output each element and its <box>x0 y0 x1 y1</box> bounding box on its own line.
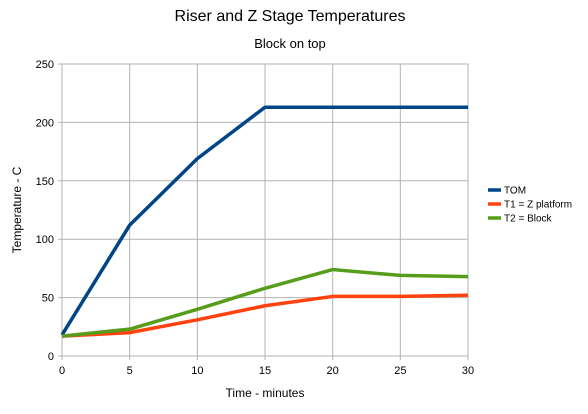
x-tick-label: 30 <box>462 365 474 377</box>
legend-label-2: T2 = Block <box>504 214 553 225</box>
series-group <box>60 105 469 338</box>
x-tick-label: 10 <box>191 365 203 377</box>
series-line-0 <box>60 105 468 336</box>
y-tick-label: 150 <box>36 176 54 188</box>
y-tick-label: 0 <box>48 351 54 363</box>
plot-area <box>61 63 469 357</box>
legend-label-0: TOM <box>504 186 526 197</box>
series-line-1 <box>61 293 469 338</box>
y-axis-label: Temperature - C <box>10 166 24 253</box>
y-axis-ticks: 0 50 100 150 200 250 <box>36 59 54 363</box>
chart-subtitle: Block on top <box>254 36 326 51</box>
x-tick-label: 25 <box>394 365 406 377</box>
legend-label-1: T1 = Z platform <box>504 200 572 211</box>
series-line-2 <box>61 267 469 338</box>
y-tick-label: 50 <box>42 293 54 305</box>
y-tick-label: 250 <box>36 59 54 71</box>
x-axis-label: Time - minutes <box>226 386 305 400</box>
x-axis-ticks: 0 5 10 15 20 25 30 <box>59 365 474 377</box>
y-tick-label: 100 <box>36 234 54 246</box>
chart-title: Riser and Z Stage Temperatures <box>175 8 406 25</box>
x-tick-label: 0 <box>59 365 65 377</box>
x-tick-label: 15 <box>259 365 271 377</box>
y-tick-label: 200 <box>36 117 54 129</box>
legend: TOM T1 = Z platform T2 = Block <box>488 186 572 225</box>
x-tick-label: 20 <box>327 365 339 377</box>
x-tick-label: 5 <box>127 365 133 377</box>
